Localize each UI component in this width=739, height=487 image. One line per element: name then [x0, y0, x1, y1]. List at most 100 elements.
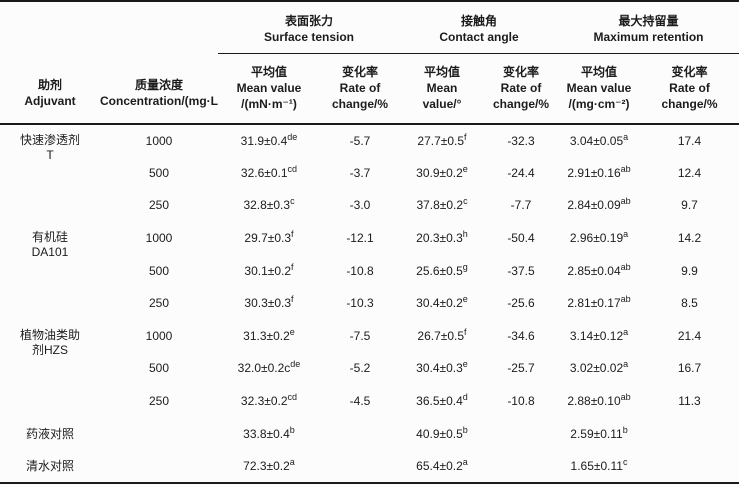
empty-cell [100, 417, 218, 450]
mr-rate-value: 12.4 [677, 165, 702, 180]
mr-rate-value: 11.3 [678, 394, 701, 409]
empty-cell [484, 417, 558, 450]
significance-letters: f [464, 131, 467, 142]
significance-letters: de [290, 359, 301, 370]
significance-letters: b [289, 424, 295, 435]
subheader-st-rate: 变化率 Rate of change/% [320, 53, 400, 125]
st-rate-value: -5.2 [349, 361, 371, 376]
table-row: 250 30.3±0.3f -10.3 30.4±0.2e -25.6 2.81… [0, 287, 739, 320]
empty-cell [640, 450, 739, 483]
significance-letters: d [462, 392, 468, 403]
st-rate-value: -7.5 [349, 328, 371, 343]
significance-letters: ab [620, 261, 631, 272]
st-mean-value: 29.7±0.3f [244, 229, 294, 246]
concentration-value: 1000 [145, 328, 173, 343]
subheader-mr-mean: 平均值 Mean value /(mg·cm⁻²) [558, 53, 640, 125]
significance-letters: b [462, 424, 468, 435]
st-rate-value: -10.3 [346, 296, 374, 311]
empty-cell [320, 450, 400, 483]
st-mean-value: 33.8±0.4b [243, 424, 295, 441]
st-mean-value: 32.8±0.3c [243, 196, 295, 213]
subheader-mr-rate: 变化率 Rate of change/% [640, 53, 739, 125]
significance-letters: f [291, 229, 294, 240]
significance-letters: f [291, 294, 294, 305]
concentration-value: 500 [148, 263, 170, 278]
significance-letters: a [623, 326, 629, 337]
significance-letters: e [462, 359, 468, 370]
ca-rate-value: -25.6 [507, 296, 535, 311]
group-header-contact-angle: 接触角 Contact angle [400, 1, 558, 54]
table-row: 有机硅 DA101 1000 29.7±0.3f -12.1 20.3±0.3h… [0, 222, 739, 259]
st-mean-value: 31.3±0.2e [243, 326, 295, 343]
mr-mean-value: 2.81±0.17ab [567, 294, 631, 311]
significance-letters: b [622, 424, 628, 435]
ca-mean-value: 30.4±0.3e [416, 359, 468, 376]
ca-mean-value: 65.4±0.2a [416, 456, 468, 473]
significance-letters: cd [287, 163, 298, 174]
concentration-value: 500 [148, 165, 170, 180]
adjuvant-name: 快速渗透剂 T [19, 133, 80, 162]
concentration-value: 250 [148, 198, 170, 213]
significance-letters: f [291, 261, 294, 272]
mr-rate-value: 9.7 [681, 198, 698, 213]
st-mean-value: 30.3±0.3f [244, 294, 294, 311]
group-header-max-retention-en: Maximum retention [593, 30, 704, 45]
group-header-max-retention-zh: 最大持留量 [618, 14, 679, 29]
mr-mean-value: 2.59±0.11b [570, 424, 628, 441]
concentration-value: 250 [148, 296, 170, 311]
significance-letters: c [463, 196, 468, 207]
significance-letters: ab [620, 392, 631, 403]
mr-rate-value: 14.2 [677, 231, 702, 246]
st-rate-value: -4.5 [349, 394, 371, 409]
significance-letters: a [462, 456, 468, 467]
significance-letters: g [462, 261, 468, 272]
st-rate-value: -5.7 [349, 133, 371, 148]
significance-letters: ab [620, 163, 631, 174]
adjuvant-name: 有机硅 DA101 [31, 229, 69, 259]
table-row: 500 30.1±0.2f -10.8 25.6±0.5g -37.5 2.85… [0, 254, 739, 287]
subheader-ca-mean: 平均值 Mean value/° [400, 53, 484, 125]
ca-rate-value: -24.4 [507, 165, 535, 180]
ca-mean-value: 37.8±0.2c [416, 196, 468, 213]
ca-rate-value: -32.3 [507, 133, 535, 148]
ca-mean-value: 20.3±0.3h [416, 229, 468, 246]
ca-rate-value: -37.5 [507, 263, 535, 278]
st-mean-value: 72.3±0.2a [243, 456, 295, 473]
subheader-ca-rate: 变化率 Rate of change/% [484, 53, 558, 125]
significance-letters: c [290, 196, 295, 207]
st-mean-value: 32.0±0.2cde [237, 359, 301, 376]
mr-mean-value: 2.96±0.19a [569, 229, 629, 246]
empty-cell [320, 417, 400, 450]
st-rate-value: -3.0 [349, 198, 371, 213]
ca-mean-value: 36.5±0.4d [416, 392, 468, 409]
mr-rate-value: 8.5 [681, 296, 698, 311]
mr-mean-value: 3.02±0.02a [569, 359, 629, 376]
significance-letters: c [622, 456, 628, 467]
subheader-st-mean: 平均值 Mean value /(mN·m⁻¹) [218, 53, 320, 125]
ca-mean-value: 25.6±0.5g [416, 261, 468, 278]
mr-rate-value: 9.9 [681, 263, 698, 278]
st-rate-value: -12.1 [346, 231, 374, 246]
concentration-value: 500 [148, 361, 170, 376]
significance-letters: de [287, 131, 298, 142]
mr-mean-value: 2.85±0.04ab [567, 261, 631, 278]
col-header-adjuvant-en: Adjuvant [24, 94, 76, 108]
mr-mean-value: 2.91±0.16ab [567, 163, 631, 180]
table-row: 快速渗透剂 T 1000 31.9±0.4de -5.7 27.7±0.5f -… [0, 124, 739, 162]
mr-rate-value: 16.7 [677, 361, 702, 376]
st-mean-value: 30.1±0.2f [244, 261, 294, 278]
group-header-surface-tension: 表面张力 Surface tension [218, 1, 400, 54]
table-row: 植物油类助 剂HZS 1000 31.3±0.2e -7.5 26.7±0.5f… [0, 320, 739, 356]
mr-mean-value: 3.14±0.12a [569, 326, 629, 343]
mr-mean-value: 3.04±0.05a [569, 131, 629, 148]
st-rate-value: -10.8 [346, 263, 374, 278]
table-row-control: 药液对照 33.8±0.4b 40.9±0.5b 2.59±0.11b [0, 417, 739, 450]
ca-mean-value: 30.4±0.2e [416, 294, 468, 311]
mr-mean-value: 2.88±0.10ab [567, 392, 631, 409]
group-header-max-retention: 最大持留量 Maximum retention [558, 1, 739, 54]
ca-mean-value: 27.7±0.5f [417, 131, 467, 148]
group-header-contact-angle-zh: 接触角 [460, 14, 497, 29]
significance-letters: f [464, 326, 467, 337]
significance-letters: a [623, 229, 629, 240]
